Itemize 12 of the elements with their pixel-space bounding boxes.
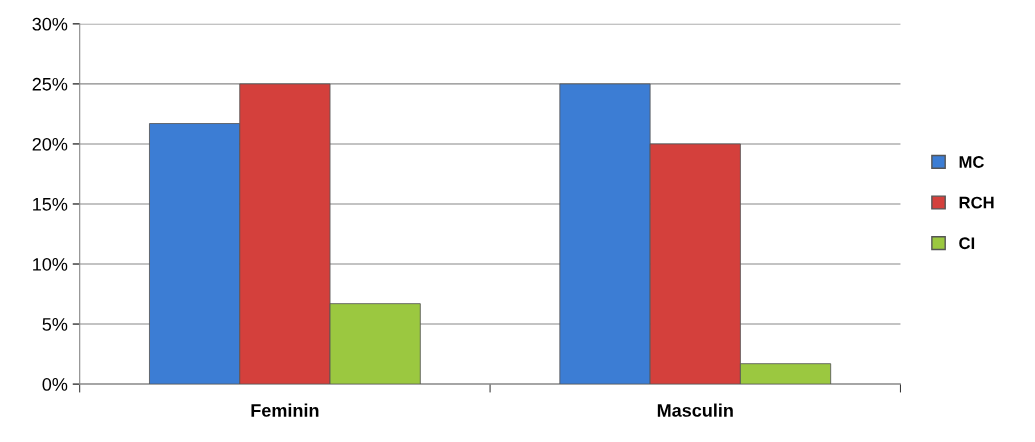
x-tick-label: Masculin xyxy=(657,403,733,417)
legend-label: CI xyxy=(959,237,975,250)
y-tick-label: 0% xyxy=(42,378,68,391)
legend-label: RCH xyxy=(959,196,994,209)
legend-label: MC xyxy=(959,156,984,168)
y-tick-label: 5% xyxy=(42,318,68,331)
y-tick-label: 20% xyxy=(32,137,68,151)
y-tick-label: 10% xyxy=(33,257,68,271)
y-tick-label: 15% xyxy=(33,198,68,211)
y-tick-label: 25% xyxy=(32,77,68,91)
y-tick-label: 30% xyxy=(32,17,68,31)
x-tick-label: Feminin xyxy=(251,403,319,417)
